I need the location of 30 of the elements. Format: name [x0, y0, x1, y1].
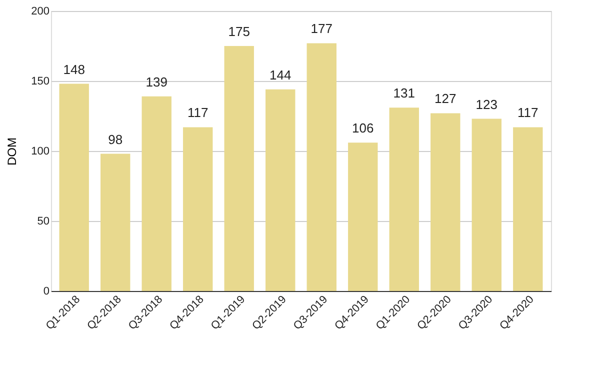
bar — [306, 43, 336, 291]
y-axis-title: DOM — [5, 138, 20, 166]
data-label: 117 — [187, 105, 208, 120]
data-label: 177 — [310, 21, 332, 36]
bar — [59, 84, 89, 291]
y-tick-label: 200 — [31, 6, 50, 18]
y-tick-label: 150 — [31, 76, 50, 88]
y-tick-label: 100 — [31, 146, 50, 158]
bar — [224, 46, 254, 291]
bar — [183, 127, 213, 291]
data-label: 117 — [518, 105, 538, 120]
bar — [348, 142, 378, 291]
bar — [472, 118, 502, 291]
data-label: 123 — [476, 96, 498, 112]
bar — [513, 127, 543, 291]
data-label: 175 — [228, 24, 250, 39]
data-label: 131 — [393, 86, 415, 101]
bar — [389, 108, 419, 291]
data-label: 106 — [352, 120, 374, 136]
data-label: 127 — [434, 91, 456, 106]
data-label: 148 — [63, 62, 85, 77]
bar — [430, 113, 460, 291]
data-label: 139 — [146, 74, 168, 90]
bar — [100, 154, 130, 291]
data-label: 98 — [108, 132, 123, 147]
data-label: 144 — [270, 67, 292, 82]
y-tick-label: 0 — [43, 286, 50, 298]
bar — [142, 96, 172, 291]
y-tick-label: 50 — [37, 216, 50, 228]
bar — [266, 89, 296, 291]
